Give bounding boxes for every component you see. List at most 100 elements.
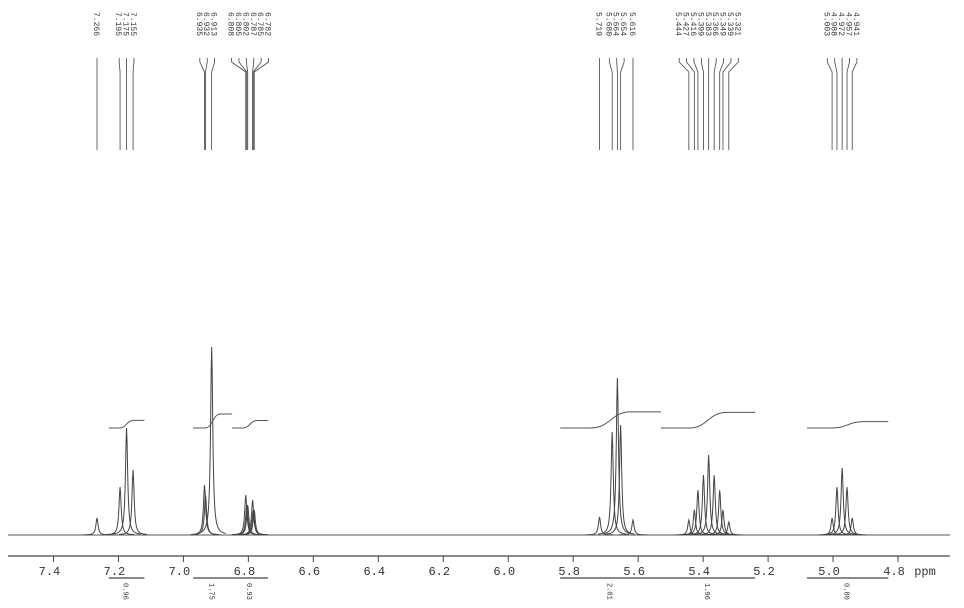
peak-leader <box>678 58 690 150</box>
peak <box>674 518 703 536</box>
peak-label: 5.427 <box>681 12 690 36</box>
peak-leader <box>132 58 135 150</box>
peak <box>828 467 857 535</box>
peak-label: 5.654 <box>618 12 627 36</box>
peak <box>112 427 141 535</box>
integral-curve <box>232 420 268 429</box>
peak-label: 5.321 <box>732 12 741 36</box>
peak-label: 5.366 <box>710 12 719 36</box>
peak-label: 6.935 <box>194 12 203 36</box>
peak <box>598 431 627 535</box>
peak-leader <box>252 58 255 150</box>
peak-leader <box>245 58 249 150</box>
peak <box>694 454 723 535</box>
peak-leader <box>231 58 247 150</box>
x-tick-label: 4.8 <box>883 565 905 579</box>
x-tick-label: 5.6 <box>623 565 645 579</box>
peak-leader <box>686 58 695 150</box>
peak-leader <box>728 58 739 150</box>
peak-label: 4.988 <box>829 12 838 36</box>
peak <box>240 509 269 536</box>
peak-leader <box>252 58 262 150</box>
peak-label: 7.175 <box>121 12 130 36</box>
peak-label: 5.416 <box>688 12 697 36</box>
peak-label: 7.266 <box>91 12 100 36</box>
peak <box>680 509 709 536</box>
x-tick-label: 6.8 <box>234 565 256 579</box>
peak-leader <box>211 58 216 150</box>
peak-leader <box>700 58 704 150</box>
x-tick-label: 5.8 <box>558 565 580 579</box>
peak-label: 6.808 <box>226 12 235 36</box>
peak <box>197 346 226 534</box>
peak-leader <box>199 58 205 150</box>
peak-label: 5.616 <box>627 12 636 36</box>
peak-label: 6.913 <box>209 12 218 36</box>
integral-curve <box>807 421 889 429</box>
x-tick-label: 7.0 <box>169 565 191 579</box>
integral-curve <box>108 419 145 429</box>
x-tick-label: 5.4 <box>688 565 710 579</box>
peak <box>603 377 632 535</box>
x-tick-label: 6.0 <box>493 565 515 579</box>
integral-curve <box>193 413 233 429</box>
peak-leader <box>834 58 838 150</box>
x-tick-label: 5.2 <box>753 565 775 579</box>
peak-label: 5.664 <box>611 12 620 36</box>
x-tick-label: 6.6 <box>299 565 321 579</box>
peak-label: 4.941 <box>851 12 860 36</box>
peak-leader <box>846 58 850 150</box>
integral-curve <box>560 411 661 429</box>
peak-label: 5.399 <box>695 12 704 36</box>
peak-leader <box>826 58 833 150</box>
peak <box>106 486 135 536</box>
integral-label: 0.93 <box>244 583 252 600</box>
peak <box>714 520 743 536</box>
peak-label: 6.932 <box>201 12 210 36</box>
peak-leader <box>713 58 717 150</box>
peak-label: 5.444 <box>673 12 682 36</box>
peak-label: 6.782 <box>263 12 272 36</box>
peak-leader <box>118 58 121 150</box>
integral-curve <box>660 411 756 429</box>
integral-label: 2.01 <box>605 583 613 600</box>
peak <box>708 509 737 536</box>
peak-leader <box>620 58 625 150</box>
peak-leader <box>722 58 732 150</box>
peak-label: 4.957 <box>843 12 852 36</box>
integral-label: 1.96 <box>702 583 710 600</box>
x-axis-label: ppm <box>914 565 936 579</box>
peak <box>233 504 262 536</box>
peak <box>585 516 614 536</box>
peak-label: 5.680 <box>603 12 612 36</box>
peak-leader <box>608 58 613 150</box>
peak <box>618 518 647 536</box>
x-tick-label: 5.0 <box>818 565 840 579</box>
peak-leader <box>693 58 699 150</box>
peak-leader <box>851 58 858 150</box>
peak-label: 5.339 <box>725 12 734 36</box>
peak-label: 5.383 <box>703 12 712 36</box>
x-tick-label: 6.4 <box>363 565 385 579</box>
peak <box>838 517 867 536</box>
peak-label: 6.805 <box>233 12 242 36</box>
peak-label: 5.719 <box>594 12 603 36</box>
peak-label: 5.003 <box>821 12 830 36</box>
peak-leader <box>205 58 208 150</box>
peak <box>191 494 220 536</box>
peak-label: 7.195 <box>113 12 122 36</box>
x-tick-label: 7.4 <box>39 565 61 579</box>
peak <box>119 469 148 535</box>
x-tick-label: 7.2 <box>104 565 126 579</box>
peak-leader <box>253 58 269 150</box>
peak-label: 6.787 <box>248 12 257 36</box>
peak-label: 5.349 <box>718 12 727 36</box>
peak-leader <box>238 58 248 150</box>
peak-leader <box>719 58 724 150</box>
integral-label: 0.96 <box>121 583 129 600</box>
peak-label: 6.802 <box>240 12 249 36</box>
integral-label: 1.75 <box>207 583 215 600</box>
peak <box>833 486 862 536</box>
peak-label: 6.785 <box>255 12 264 36</box>
